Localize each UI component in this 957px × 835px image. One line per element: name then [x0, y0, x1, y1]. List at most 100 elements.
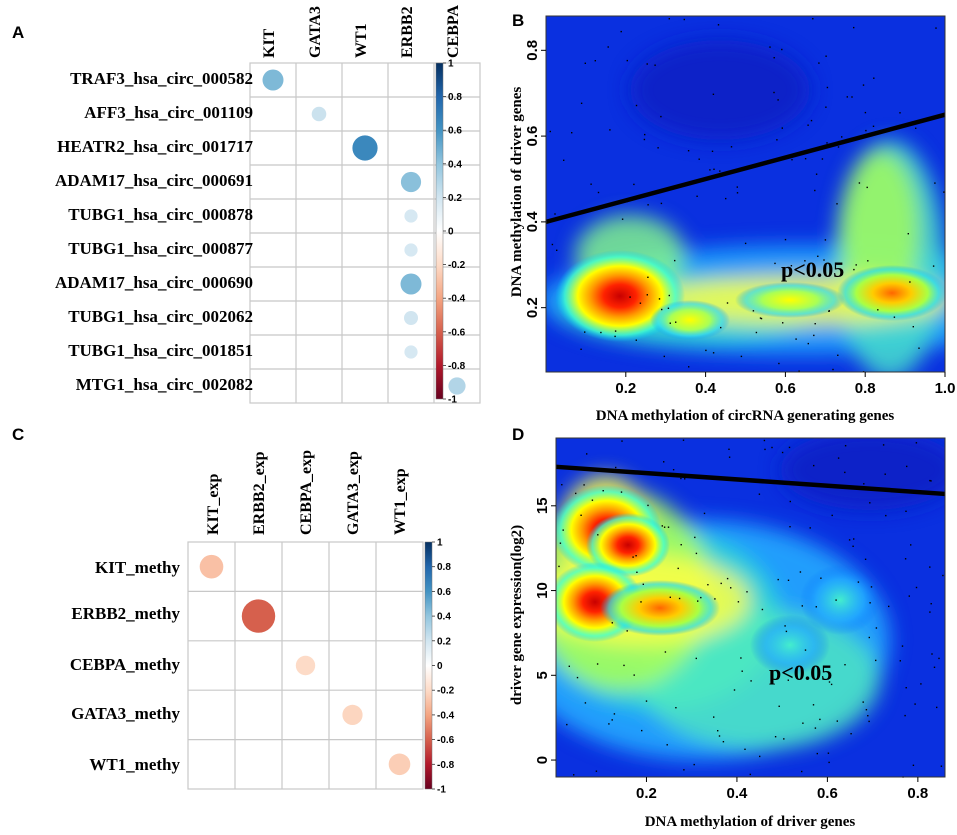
x-tick-label: 0.6 [775, 380, 796, 397]
scatter-point [556, 249, 558, 251]
scatter-point [613, 713, 616, 715]
scatter-point [774, 736, 777, 738]
scatter-point [774, 262, 776, 265]
scatter-point [873, 77, 875, 79]
colorbar-tick-label: -1 [437, 785, 446, 796]
scatter-point [675, 321, 677, 323]
scatter-point [789, 500, 791, 503]
scatter-point [635, 104, 638, 107]
scatter-point [660, 202, 663, 205]
scatter-point [698, 158, 700, 160]
scatter-point [815, 606, 817, 608]
scatter-point [837, 354, 839, 356]
scatter-point [620, 491, 623, 493]
scatter-point [857, 581, 860, 583]
scatter-point [675, 707, 677, 709]
scatter-point [663, 461, 665, 463]
colorbar-tick-label: -1 [448, 395, 457, 406]
scatter-point [591, 499, 594, 501]
scatter-point [602, 490, 604, 492]
colorbar-tick-label: 0.8 [448, 92, 462, 103]
scatter-point [848, 539, 851, 541]
panel-a-col-label: CEBPA [445, 5, 462, 58]
scatter-point [719, 170, 721, 172]
scatter-point [584, 702, 587, 704]
scatter-point [865, 129, 867, 132]
scatter-point [814, 323, 816, 325]
scatter-point [785, 630, 788, 633]
scatter-point [929, 611, 931, 613]
correlation-dot [199, 554, 224, 579]
scatter-point [609, 129, 611, 131]
panel-b-p-value: p<0.05 [781, 257, 844, 282]
panel-c-colorbar [424, 541, 433, 790]
scatter-point [862, 84, 865, 86]
scatter-point [626, 59, 628, 62]
panel-c-col-label: WT1_exp [392, 468, 409, 535]
y-tick-label: 15 [534, 497, 551, 514]
scatter-point [801, 605, 803, 607]
scatter-point [812, 18, 814, 20]
scatter-point [621, 218, 624, 220]
scatter-point [646, 63, 648, 65]
scatter-point [658, 298, 661, 300]
scatter-point [668, 18, 670, 20]
x-tick-label: 0.8 [855, 380, 876, 397]
panel-a-grid [249, 62, 481, 404]
scatter-point [705, 349, 707, 352]
scatter-point [816, 752, 818, 755]
panel-label-d: D [512, 425, 524, 444]
panel-b-y-axis-label: DNA methylation of driver genes [509, 87, 525, 298]
scatter-point [641, 729, 643, 732]
scatter-point [746, 591, 748, 593]
scatter-point [942, 574, 944, 577]
scatter-point [777, 99, 779, 101]
scatter-point [778, 362, 780, 365]
scatter-point [920, 683, 922, 685]
scatter-point [687, 150, 690, 152]
scatter-point [595, 770, 598, 772]
scatter-point [814, 189, 816, 192]
scatter-point [870, 586, 873, 588]
scatter-point [764, 448, 766, 451]
scatter-point [644, 133, 646, 136]
scatter-point [904, 714, 906, 717]
panel-a-column-labels: KIT GATA3 WT1 ERBB2 CEBPA [261, 5, 462, 58]
scatter-point [720, 582, 722, 585]
scatter-point [853, 268, 855, 271]
scatter-point [809, 527, 811, 529]
panel-c-row-labels: KIT_methy ERBB2_methy CEBPA_methy GATA3_… [70, 558, 181, 774]
scatter-point [850, 733, 852, 735]
scatter-point [763, 439, 766, 442]
panel-a-row-label: TUBG1_hsa_circ_001851 [68, 341, 253, 360]
scatter-point [827, 752, 830, 754]
scatter-point [645, 700, 648, 702]
scatter-point [749, 773, 751, 776]
scatter-point [943, 191, 945, 193]
scatter-point [869, 502, 871, 504]
scatter-point [730, 587, 732, 589]
scatter-point [752, 310, 755, 312]
x-tick-label: 0.4 [695, 380, 717, 397]
scatter-point [669, 322, 671, 324]
scatter-point [703, 512, 706, 515]
panel-a-row-label: AFF3_hsa_circ_001109 [84, 103, 253, 122]
scatter-point [629, 296, 631, 298]
correlation-dot [388, 753, 411, 776]
scatter-point [583, 484, 585, 486]
scatter-point [852, 545, 854, 547]
scatter-point [844, 471, 846, 474]
panel-b-density-layer [546, 40, 945, 372]
panel-a-correlation-matrix: KIT GATA3 WT1 ERBB2 CEBPA TRAF3_hsa_circ… [55, 5, 481, 406]
scatter-point [575, 492, 577, 495]
panel-a-row-label: TRAF3_hsa_circ_000582 [70, 69, 253, 88]
scatter-point [826, 142, 828, 144]
scatter-point [580, 514, 582, 516]
scatter-point [736, 192, 739, 194]
panel-d-density-scatter: 0.2 0.4 0.6 0.8 0 5 10 15 p<0.05 DNA methylatio… [509, 437, 946, 830]
panel-c-correlation-matrix: KIT_exp ERBB2_exp CEBPA_exp GATA3_exp WT… [70, 450, 455, 796]
scatter-point [728, 448, 730, 450]
scatter-point [562, 529, 564, 531]
scatter-point [614, 330, 617, 332]
